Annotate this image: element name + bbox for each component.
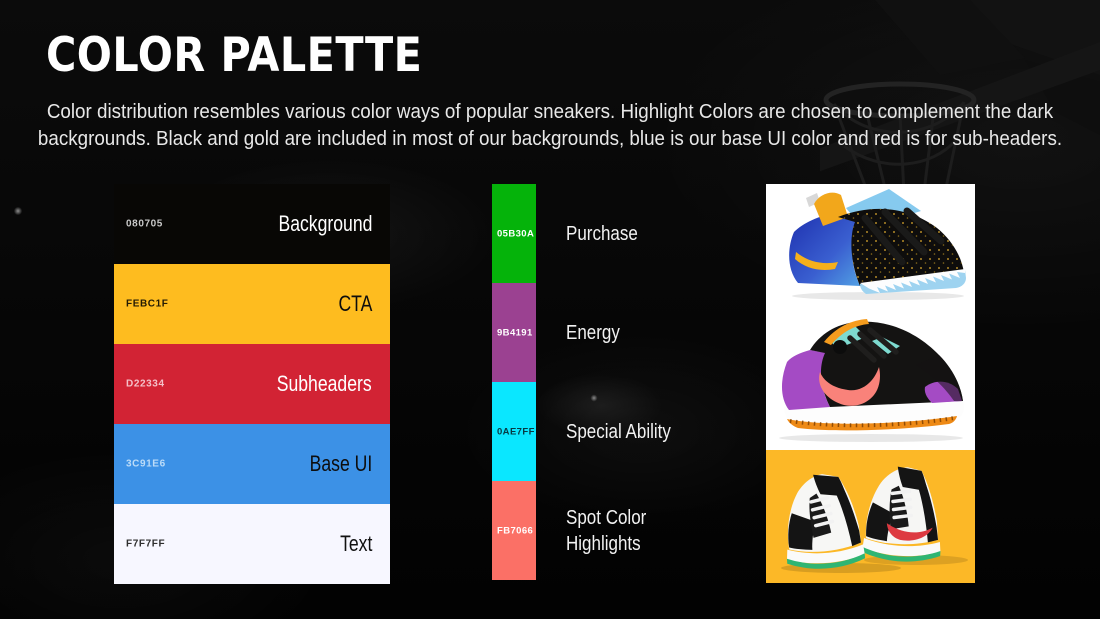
description-line-1: Color distribution resembles various col… (46, 101, 1054, 123)
swatch-cta: FEBC1F CTA (114, 264, 390, 344)
description-line-2: backgrounds. Black and gold are included… (37, 128, 1063, 150)
highlight-strip: 05B30A 9B4191 0AE7FF FB7066 (492, 184, 536, 580)
highlight-label-purchase: Purchase (566, 184, 746, 283)
swatch-hex-code: D22334 (126, 378, 165, 390)
swatch-role-label: Subheaders (277, 371, 372, 396)
highlight-swatch-spot-color: FB7066 (492, 481, 536, 580)
primary-palette: 080705 Background FEBC1F CTA D22334 Subh… (114, 184, 390, 584)
swatch-role-label: Base UI (309, 451, 372, 476)
label-line: Spot Color (566, 506, 647, 529)
highlight-label-spot-color: Spot Color Highlights (566, 481, 746, 580)
swatch-hex-code: 080705 (126, 218, 163, 230)
highlight-swatch-energy: 9B4191 (492, 283, 536, 382)
sneaker-illustration-aj1-pair (781, 466, 968, 573)
highlight-label-energy: Energy (566, 283, 746, 382)
swatch-hex-code: FB7066 (497, 525, 534, 536)
swatch-base-ui: 3C91E6 Base UI (114, 424, 390, 504)
swatch-subheaders: D22334 Subheaders (114, 344, 390, 424)
label-line: Special Ability (566, 420, 671, 443)
swatch-hex-code: 3C91E6 (126, 458, 166, 470)
swatch-background: 080705 Background (114, 184, 390, 264)
page-title: COLOR PALETTE (46, 28, 423, 83)
swatch-role-label: CTA (338, 291, 372, 316)
swatch-role-label: Background (278, 211, 372, 236)
sneaker-illustration-aj1-candy (779, 319, 965, 442)
sneaker-photo-top (766, 184, 975, 317)
swatch-hex-code: 05B30A (497, 228, 535, 239)
label-line: Highlights (566, 532, 641, 555)
sneaker-photo-bottom (766, 450, 975, 583)
label-line: Energy (566, 321, 620, 344)
highlight-swatch-purchase: 05B30A (492, 184, 536, 283)
basketball-hoop-icon (820, 0, 1100, 195)
description: Color distribution resembles various col… (33, 99, 1067, 153)
swatch-hex-code: 9B4191 (497, 327, 533, 338)
highlight-label-special-ability: Special Ability (566, 382, 746, 481)
swatch-hex-code: FEBC1F (126, 298, 169, 310)
swatch-hex-code: 0AE7FF (497, 426, 535, 437)
label-line: Purchase (566, 222, 638, 245)
sneaker-illustration-lebron (789, 189, 966, 300)
sneaker-photo-middle (766, 317, 975, 450)
swatch-text: F7F7FF Text (114, 504, 390, 584)
highlight-swatch-special-ability: 0AE7FF (492, 382, 536, 481)
swatch-hex-code: F7F7FF (126, 538, 166, 550)
highlight-labels: Purchase Energy Special Ability Spot Col… (566, 184, 746, 580)
swatch-role-label: Text (339, 531, 372, 556)
